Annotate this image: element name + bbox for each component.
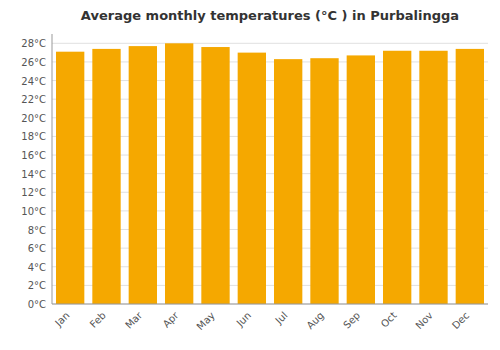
x-axis: Jan Feb Mar Apr May Jun Jul Aug Sep Oct Nov Dec: [52, 304, 488, 332]
x-tick-label: Aug: [304, 310, 326, 332]
bar: [419, 51, 447, 304]
bar: [165, 43, 193, 304]
x-tick-label: Oct: [379, 310, 399, 330]
y-tick-label: 26°C: [21, 57, 46, 68]
grid-line: [52, 43, 488, 44]
y-tick-label: 22°C: [21, 94, 46, 105]
y-tick-label: 2°C: [28, 280, 46, 291]
y-tick-label: 14°C: [21, 169, 46, 180]
bar: [310, 58, 338, 304]
x-axis-line: [52, 304, 488, 305]
y-tick-label: 10°C: [21, 206, 46, 217]
bar: [383, 51, 411, 304]
y-axis: 0°C 2°C 4°C 6°C 8°C 10°C 12°C 14°C 16°C 18°C 20°C 2…: [21, 34, 488, 310]
y-axis-line: [52, 34, 53, 304]
y-tick-label: 28°C: [21, 38, 46, 49]
bar: [92, 49, 120, 304]
y-tick-label: 18°C: [21, 131, 46, 142]
y-tick-label: 20°C: [21, 113, 46, 124]
bar: [129, 46, 157, 304]
y-tick-label: 16°C: [21, 150, 46, 161]
chart: Average monthly temperatures (°C ) in Pu…: [0, 0, 500, 350]
y-tick-label: 4°C: [28, 262, 46, 273]
y-tick-label: 12°C: [21, 187, 46, 198]
bar: [347, 55, 375, 304]
x-tick-label: May: [195, 310, 217, 332]
bar: [201, 47, 229, 304]
x-tick-label: Mar: [123, 309, 145, 331]
x-tick-label: Feb: [88, 310, 108, 330]
grid-line: [52, 304, 488, 305]
x-tick-label: Apr: [161, 309, 182, 330]
bar: [56, 52, 84, 304]
bar: [274, 59, 302, 304]
x-tick-label: Jun: [234, 310, 254, 330]
y-tick-label: 8°C: [28, 225, 46, 236]
bars: [56, 43, 484, 304]
y-tick-label: 24°C: [21, 76, 46, 87]
x-tick-label: Dec: [450, 310, 471, 331]
x-tick-label: Jul: [273, 310, 290, 327]
x-tick-label: Jan: [52, 310, 71, 329]
y-tick-label: 0°C: [28, 299, 46, 310]
title: Average monthly temperatures (°C ) in Pu…: [81, 8, 459, 23]
y-tick-label: 6°C: [28, 243, 46, 254]
bar: [238, 53, 266, 304]
x-tick-label: Nov: [413, 310, 435, 332]
bar: [456, 49, 484, 304]
x-tick-label: Sep: [341, 310, 362, 331]
